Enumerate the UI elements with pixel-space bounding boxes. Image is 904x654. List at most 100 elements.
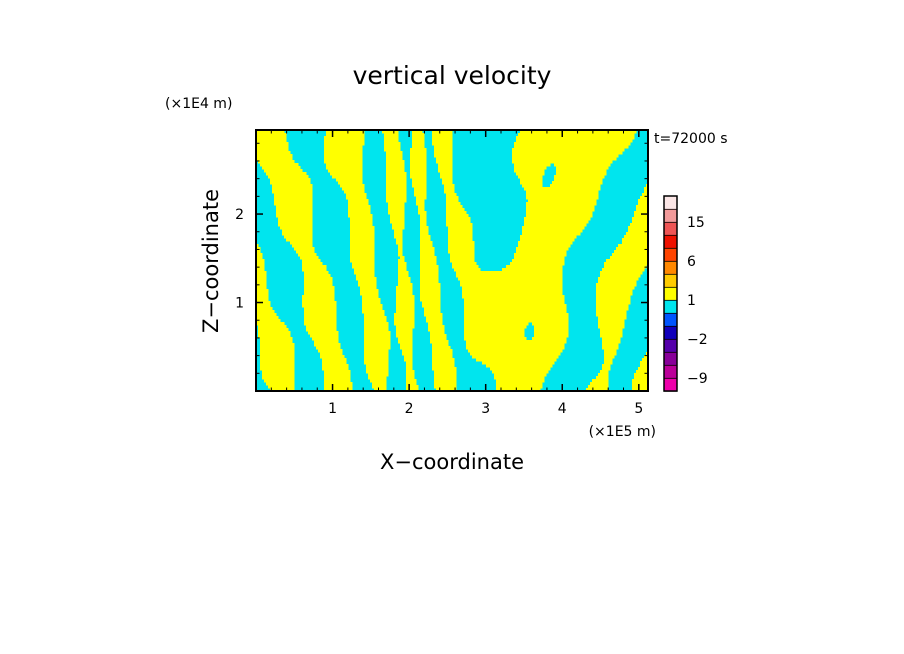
field-cell <box>406 376 415 380</box>
field-cell <box>398 268 407 272</box>
field-cell <box>452 262 477 266</box>
field-cell <box>432 352 453 356</box>
field-cell <box>526 214 593 218</box>
field-cell <box>432 346 451 350</box>
field-cell <box>432 349 453 353</box>
field-cell <box>602 340 621 344</box>
field-cell <box>346 196 367 200</box>
field-cell <box>448 250 475 254</box>
field-cell <box>596 286 635 290</box>
field-cell <box>386 190 407 194</box>
field-cell <box>602 337 621 341</box>
field-cell <box>446 217 471 221</box>
field-cell <box>412 142 425 146</box>
field-cell <box>602 367 611 371</box>
field-cell <box>272 184 313 188</box>
field-cell <box>324 136 365 140</box>
x-tick-label: 5 <box>634 401 643 417</box>
field-cell <box>304 286 335 290</box>
field-cell <box>324 154 363 158</box>
field-cell <box>464 304 567 308</box>
field-cell <box>302 265 327 269</box>
field-cell <box>420 280 439 284</box>
field-cell <box>270 181 311 185</box>
field-cell <box>386 157 403 161</box>
field-cell <box>636 205 648 209</box>
field-cell <box>532 337 567 341</box>
field-cell <box>512 151 623 155</box>
field-cell <box>494 373 547 377</box>
field-cell <box>320 352 343 356</box>
field-cell <box>260 349 295 353</box>
field-cell <box>256 313 277 317</box>
field-cell <box>420 223 427 227</box>
field-cell <box>556 169 607 173</box>
field-cell <box>512 157 617 161</box>
field-cell <box>596 301 631 305</box>
field-cell <box>348 214 373 218</box>
field-cell <box>514 166 547 170</box>
field-cell <box>412 133 425 137</box>
field-cell <box>534 328 569 332</box>
field-cell <box>596 376 609 380</box>
field-cell <box>304 271 329 275</box>
field-cell <box>256 274 267 278</box>
field-cell <box>302 304 337 308</box>
field-cell <box>366 364 389 368</box>
field-cell <box>260 358 295 362</box>
field-cell <box>596 283 637 287</box>
field-cell <box>396 328 413 332</box>
field-cell <box>612 253 648 257</box>
field-cell <box>412 130 423 134</box>
field-cell <box>516 247 569 251</box>
colorbar-segment <box>663 273 678 288</box>
field-cell <box>352 262 375 266</box>
field-cell <box>304 292 335 296</box>
field-cell <box>432 133 453 137</box>
field-cell <box>302 268 327 272</box>
field-cell <box>420 238 431 242</box>
field-cell <box>420 250 435 254</box>
field-cell <box>272 187 313 191</box>
field-cell <box>616 247 648 251</box>
field-cell <box>396 310 415 314</box>
field-cell <box>394 232 403 236</box>
field-cell <box>340 184 365 188</box>
field-cell <box>452 265 479 269</box>
field-cell <box>434 154 453 158</box>
field-cell <box>632 385 648 389</box>
x-scale-label: (×1E5 m) <box>589 424 656 440</box>
field-cell <box>260 364 295 368</box>
field-cell <box>442 181 453 185</box>
field-cell <box>304 289 335 293</box>
field-cell <box>412 181 427 185</box>
field-cell <box>424 310 441 314</box>
field-cell <box>350 253 375 257</box>
field-cell <box>390 217 405 221</box>
field-cell <box>368 376 387 380</box>
field-cell <box>406 379 417 383</box>
colorbar-segment <box>663 234 678 249</box>
field-cell <box>638 202 648 206</box>
field-cell <box>350 232 375 236</box>
field-cell <box>466 346 565 350</box>
field-cell <box>446 223 473 227</box>
field-cell <box>256 139 287 143</box>
field-cell <box>260 337 293 341</box>
field-cell <box>592 379 609 383</box>
field-cell <box>432 139 453 143</box>
colorbar-tick-label: −2 <box>687 332 708 348</box>
field-cell <box>298 253 317 257</box>
field-cell <box>432 364 455 368</box>
field-cell <box>420 259 437 263</box>
field-cell <box>256 130 285 134</box>
field-cell <box>496 382 543 386</box>
field-cell <box>466 340 567 344</box>
field-cell <box>320 355 345 359</box>
field-cell <box>638 199 648 203</box>
field-cell <box>632 388 648 391</box>
field-cell <box>258 325 287 329</box>
field-cell <box>420 292 441 296</box>
field-cell <box>260 355 295 359</box>
field-cell <box>398 277 411 281</box>
